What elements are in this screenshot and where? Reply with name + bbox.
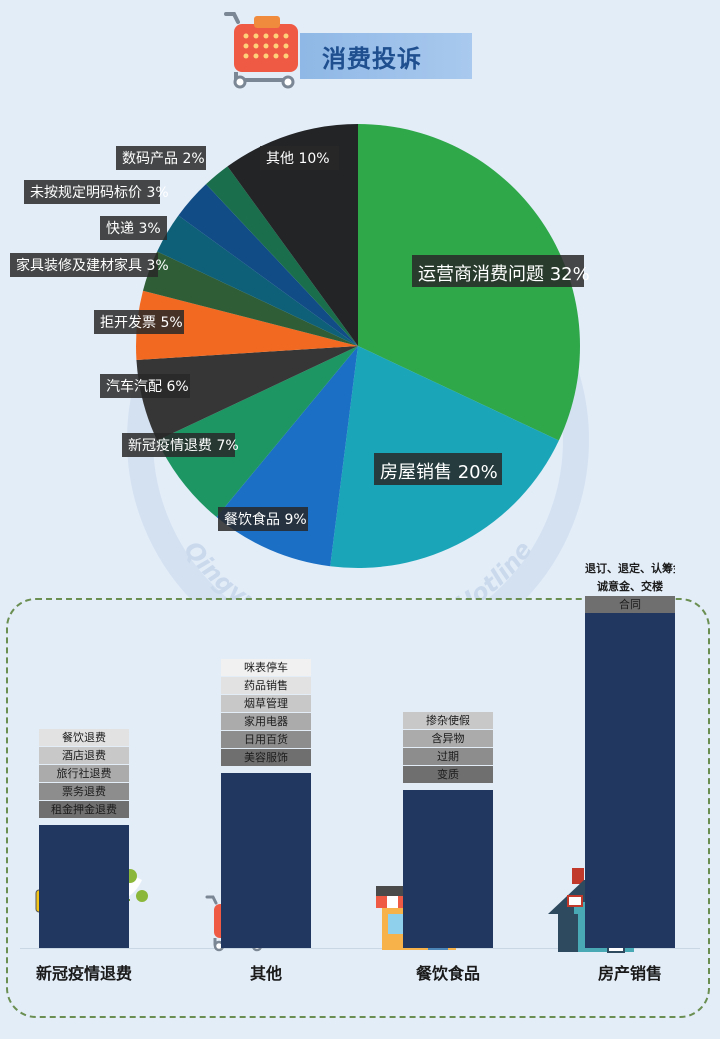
pie-chart: Qingyuan Government Hotline 运营商消费问题 32%房…: [10, 124, 590, 600]
pie-slice-label: 拒开发票 5%: [94, 310, 184, 334]
header: 消费投诉: [0, 0, 720, 100]
bar-category-label: 房产销售: [597, 964, 662, 983]
pie-slice-label: 运营商消费问题 32%: [412, 255, 590, 287]
label-background: [122, 433, 235, 457]
pie-label-text: 新冠疫情退费 7%: [128, 438, 239, 454]
stack-label: 旅行社退费: [39, 765, 129, 782]
pie-label-text: 汽车汽配 6%: [106, 378, 189, 395]
bar-baseline: [20, 948, 700, 949]
stack-label: 餐饮退费: [39, 729, 129, 746]
bar: [585, 598, 675, 948]
label-background: [412, 255, 584, 287]
stack-label: 家用电器: [221, 713, 311, 730]
bar-category-label: 新冠疫情退费: [35, 964, 132, 983]
bar-category-label: 其他: [249, 964, 282, 983]
bar-category-label: 餐饮食品: [415, 964, 480, 983]
pie-slice-label: 新冠疫情退费 7%: [122, 433, 239, 457]
pie-slice-label: 餐饮食品 9%: [218, 507, 308, 531]
stack-label: 租金押金退费: [39, 801, 129, 818]
bar-panel-border: [6, 598, 710, 1018]
stack-label: 酒店退费: [39, 747, 129, 764]
bar: [39, 825, 129, 948]
pie-slice: [142, 251, 358, 346]
pie-slice-label: 快递 3%: [100, 216, 167, 240]
label-background: [218, 507, 308, 531]
stack-label: 日用百货: [221, 731, 311, 748]
stack-label: 烟草管理: [221, 695, 311, 712]
pie-label-text: 其他 10%: [266, 151, 330, 167]
pie-slice: [227, 124, 358, 346]
shopping-cart-icon: [224, 12, 298, 89]
label-background: [100, 374, 190, 398]
label-background: [24, 180, 160, 204]
pie-slice: [206, 166, 358, 346]
bar: [403, 790, 493, 948]
pie-slice: [136, 346, 358, 441]
pie-label-text: 房屋销售 20%: [380, 462, 498, 483]
pie-slice-label: 汽车汽配 6%: [100, 374, 190, 398]
label-background: [100, 216, 167, 240]
pie-slice-label: 其他 10%: [260, 146, 339, 170]
pie-slice-label: 数码产品 2%: [116, 146, 206, 170]
pie-slice: [136, 290, 358, 360]
pie-slice-label: 房屋销售 20%: [374, 453, 502, 485]
label-background: [374, 453, 502, 485]
page-title: 消费投诉: [322, 44, 422, 73]
pie-slice: [157, 346, 358, 518]
pie-slice: [157, 215, 358, 346]
stack-label: 退订、退定、认筹金、: [585, 562, 675, 575]
pie-label-text: 未按规定明码标价 3%: [30, 185, 169, 201]
stack-label: 变质: [403, 766, 493, 783]
label-background: [116, 146, 206, 170]
stack-label: 掺杂使假: [403, 712, 493, 729]
pie-slice: [178, 184, 358, 346]
stack-label: 咪表停车: [221, 659, 311, 676]
pie-label-text: 运营商消费问题 32%: [418, 264, 590, 285]
bar: [221, 773, 311, 948]
label-background: [260, 146, 339, 170]
pie-label-text: 家具装修及建材家具 3%: [16, 257, 169, 274]
pie-label-text: 快递 3%: [106, 221, 161, 237]
pie-slice-label: 家具装修及建材家具 3%: [10, 253, 169, 277]
pie-label-text: 拒开发票 5%: [100, 315, 183, 331]
stack-label: 合同: [585, 596, 675, 613]
bar-chart: 租金押金退费 票务退费 旅行社退费 酒店退费 餐饮退费新冠疫情退费 美容服饰 日用百货 家用电…: [0, 562, 720, 1039]
stack-label: 药品销售: [221, 677, 311, 694]
label-background: [10, 253, 158, 277]
label-background: [94, 310, 184, 334]
stack-label: 诚意金、交楼: [597, 580, 663, 593]
pie-label-text: 数码产品 2%: [122, 151, 205, 167]
stack-label: 含异物: [403, 730, 493, 747]
stack-label: 美容服饰: [221, 749, 311, 766]
title-box: 消费投诉: [300, 33, 472, 79]
stack-label: 过期: [403, 748, 493, 765]
pie-label-text: 餐饮食品 9%: [224, 511, 307, 528]
pie-slice-label: 未按规定明码标价 3%: [24, 180, 169, 204]
stack-label: 票务退费: [39, 783, 129, 800]
